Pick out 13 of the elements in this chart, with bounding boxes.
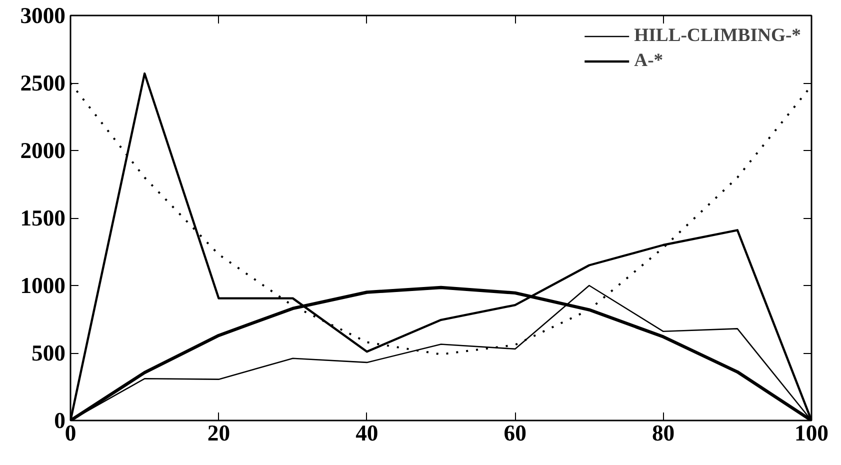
y-tick-label: 1500 — [20, 206, 66, 230]
y-tick-label: 1000 — [20, 273, 66, 298]
legend-label: HILL-CLIMBING-* — [634, 25, 801, 47]
y-tick-label: 3000 — [20, 3, 66, 28]
y-tick-label: 2500 — [20, 70, 66, 96]
x-tick-label: 40 — [356, 420, 378, 446]
y-tick-label: 500 — [32, 340, 66, 366]
y-tick-label: 2000 — [20, 138, 66, 163]
x-tick-label: 100 — [794, 420, 828, 446]
x-tick-label: 20 — [207, 420, 230, 446]
x-tick-label: 60 — [504, 420, 526, 446]
x-tick-label: 80 — [652, 420, 675, 446]
legend-label: A-* — [634, 50, 664, 72]
